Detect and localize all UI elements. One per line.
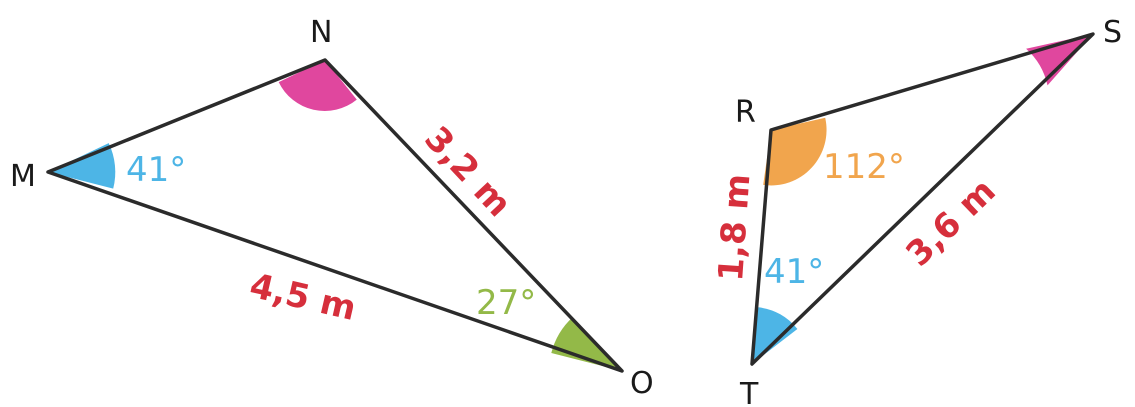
triangle-mno-outline: [46, 58, 624, 373]
angle-n-marker: [278, 60, 357, 111]
angle-label-m: 41°: [126, 150, 186, 190]
side-label-rt: 1,8 m: [711, 173, 758, 283]
vertex-label-m: M: [10, 159, 36, 194]
angle-s-marker: [1026, 34, 1093, 86]
angle-label-o: 27°: [476, 283, 536, 323]
triangle-rst-outline: [750, 32, 1095, 366]
side-label-st: 3,6 m: [898, 171, 1003, 274]
angle-t-marker: [752, 307, 798, 364]
vertex-label-t: T: [739, 377, 759, 407]
vertex-label-n: N: [310, 15, 332, 50]
vertex-label-r: R: [735, 95, 756, 130]
vertex-label-o: O: [630, 366, 654, 401]
angle-label-t: 41°: [764, 252, 824, 292]
vertex-label-s: S: [1103, 15, 1122, 50]
triangle-rst: R S T 112° 41° 1,8 m 3,6 m: [711, 15, 1122, 407]
triangle-mno: M N O 41° 27° 4,5 m 3,2 m: [10, 15, 654, 401]
angle-r-marker: [763, 117, 827, 186]
angle-label-r: 112°: [823, 147, 905, 187]
angle-m-marker: [48, 143, 116, 189]
angle-o-marker: [551, 317, 622, 371]
